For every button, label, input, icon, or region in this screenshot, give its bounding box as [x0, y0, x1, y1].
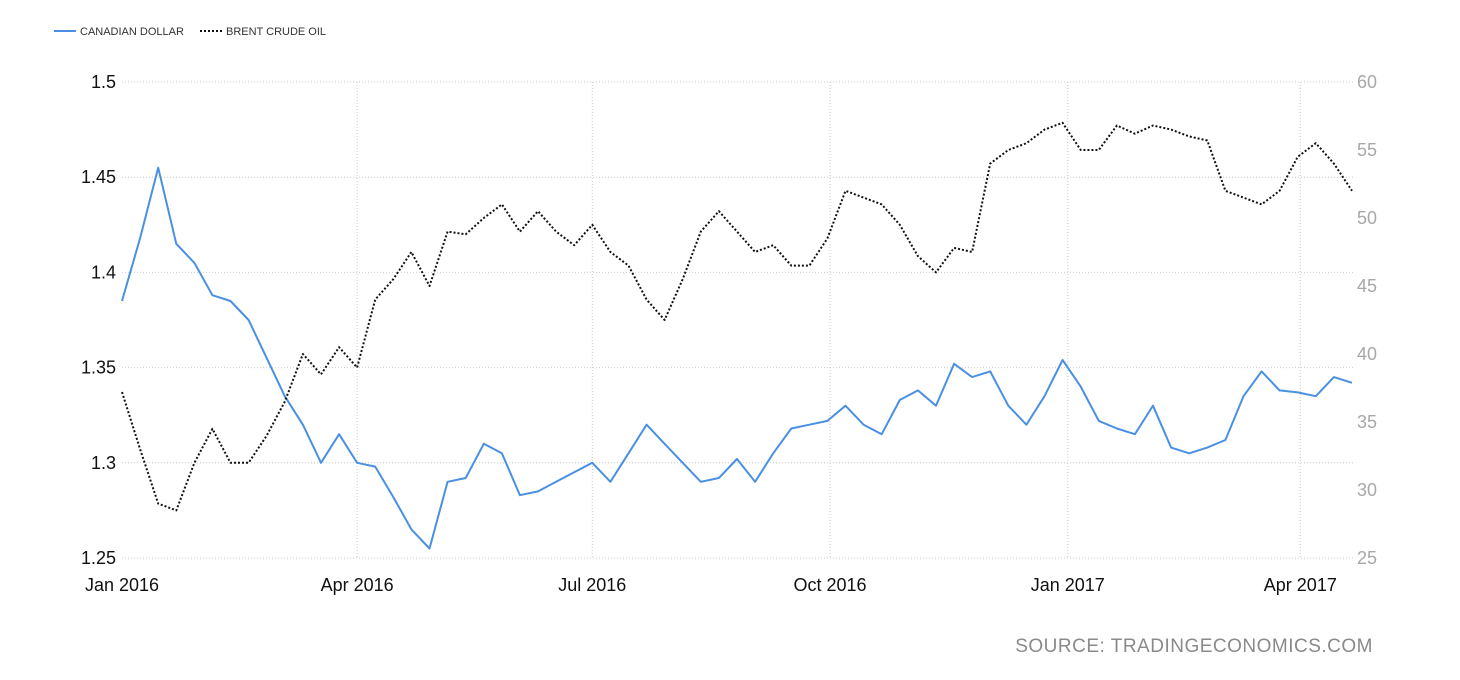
y-right-tick-label: 55: [1357, 140, 1377, 160]
x-tick-label: Jul 2016: [558, 575, 626, 595]
source-label: SOURCE: TRADINGECONOMICS.COM: [1015, 636, 1373, 657]
gridlines: [122, 81, 1354, 559]
y-left-tick-label: 1.45: [81, 167, 116, 187]
legend-label-brent: BRENT CRUDE OIL: [226, 26, 326, 38]
y-right-tick-label: 30: [1357, 480, 1377, 500]
x-axis: Jan 2016 Apr 2016 Jul 2016 Oct 2016 Jan 2017…: [85, 575, 1337, 595]
legend-item-brent[interactable]: BRENT CRUDE OIL: [200, 26, 326, 38]
y-left-tick-label: 1.3: [91, 453, 116, 473]
y-right-tick-label: 60: [1357, 72, 1377, 92]
y-axis-left: 1.25 1.3 1.35 1.4 1.45 1.5: [81, 72, 116, 568]
x-tick-label: Jan 2016: [85, 575, 159, 595]
y-right-tick-label: 45: [1357, 276, 1377, 296]
legend-item-cad[interactable]: CANADIAN DOLLAR: [54, 26, 184, 38]
y-left-tick-label: 1.5: [91, 72, 116, 92]
y-axis-right: 25 30 35 40 45 50 55 60: [1357, 72, 1377, 568]
y-right-tick-label: 25: [1357, 548, 1377, 568]
series-line-cad: [121, 166, 1353, 550]
legend: CANADIAN DOLLAR BRENT CRUDE OIL: [54, 26, 326, 38]
y-left-tick-label: 1.25: [81, 548, 116, 568]
y-right-tick-label: 40: [1357, 344, 1377, 364]
x-tick-label: Apr 2016: [321, 575, 394, 595]
x-tick-label: Apr 2017: [1264, 575, 1337, 595]
y-right-tick-label: 50: [1357, 208, 1377, 228]
y-left-tick-label: 1.4: [91, 262, 116, 282]
x-tick-label: Oct 2016: [794, 575, 867, 595]
x-tick-label: Jan 2017: [1031, 575, 1105, 595]
y-right-tick-label: 35: [1357, 412, 1377, 432]
y-left-tick-label: 1.35: [81, 358, 116, 378]
series-line-brent: [121, 121, 1353, 512]
series-lines: [121, 121, 1353, 550]
legend-label-cad: CANADIAN DOLLAR: [80, 26, 184, 38]
